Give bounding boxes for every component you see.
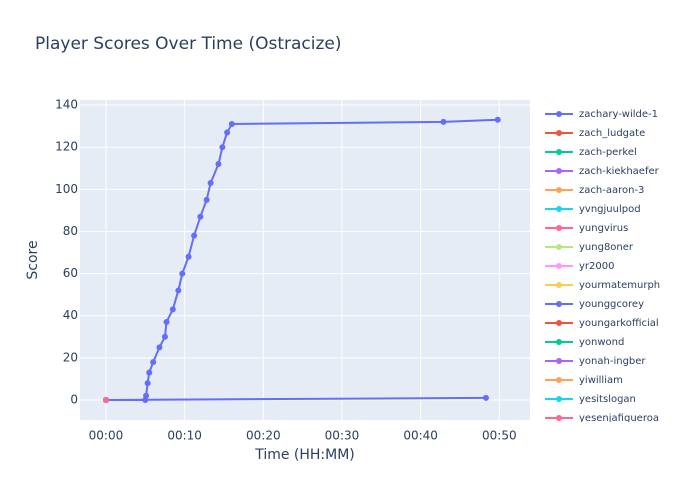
legend-item[interactable]: yonah-ingber [545,356,646,367]
x-axis-title: Time (HH:MM) [254,447,355,463]
data-point [440,118,447,125]
data-point [207,180,214,187]
legend-item[interactable]: zach-kiekhaefer [545,166,660,177]
legend-item[interactable]: zach_ludgate [545,128,645,139]
data-point [163,319,170,326]
legend-marker [556,187,562,193]
legend-label: yesitslogan [579,394,636,405]
legend-item[interactable]: younggcorey [545,299,644,310]
legend[interactable]: zachary-wilde-1 zach_ludgate zach-perkel za… [545,109,660,424]
y-tick-label: 20 [63,350,78,364]
data-point [143,392,150,399]
legend-label: zach_ludgate [579,128,645,139]
legend-item[interactable]: yonwond [545,337,624,348]
grid [80,100,530,420]
data-point [175,287,182,294]
legend-marker [556,206,562,212]
y-tick-label: 120 [55,140,78,154]
data-point [185,253,192,260]
x-tick-label: 00:10 [167,429,202,443]
legend-marker [556,320,562,326]
legend-item[interactable]: youngarkofficial [545,318,659,329]
data-point [191,232,198,239]
legend-label: yungvirus [579,223,628,234]
data-point [494,116,501,123]
data-point [228,121,235,128]
legend-marker [556,244,562,250]
legend-item[interactable]: yesenjafigueroa [545,413,659,424]
legend-item[interactable]: yungvirus [545,223,628,234]
legend-item[interactable]: yvngjuulpod [545,204,641,215]
series-line [105,396,486,401]
legend-item[interactable]: yourmatemurph [545,280,660,291]
chart-title: Player Scores Over Time (Ostracize) [35,34,342,54]
legend-item[interactable]: zachary-wilde-1 [545,109,658,120]
legend-label: yourmatemurph [579,280,660,291]
legend-item[interactable]: yesitslogan [545,394,636,405]
data-point [179,270,186,277]
legend-marker [556,168,562,174]
x-tick-label: 00:50 [482,429,517,443]
plot-area [80,100,530,420]
data-point [146,369,153,376]
legend-label: yung8oner [579,242,634,253]
legend-label: yiwilliam [579,375,623,386]
y-axis-title: Score [25,240,41,279]
legend-item[interactable]: yung8oner [545,242,634,253]
x-tick-label: 00:00 [89,429,124,443]
legend-item[interactable]: zach-aaron-3 [545,185,644,196]
data-point [224,129,231,136]
legend-marker [556,377,562,383]
data-point [197,213,204,220]
y-tick-label: 40 [63,308,78,322]
data-point [150,359,157,366]
legend-marker [556,111,562,117]
y-tick-label: 100 [55,182,78,196]
y-tick-label: 0 [70,392,78,406]
y-tick-label: 140 [55,98,78,112]
data-point [482,394,489,401]
legend-label: youngarkofficial [579,318,659,329]
legend-item[interactable]: zach-perkel [545,147,637,158]
x-tick-label: 00:20 [246,429,281,443]
legend-marker [556,301,562,307]
y-tick-label: 60 [63,266,78,280]
x-tick-label: 00:40 [403,429,438,443]
legend-item[interactable]: yiwilliam [545,375,623,386]
legend-marker [556,358,562,364]
legend-label: yonah-ingber [579,356,646,367]
legend-marker [556,149,562,155]
legend-marker [556,339,562,345]
data-point [219,144,226,151]
legend-marker [556,263,562,269]
y-tick-label: 80 [63,224,78,238]
legend-item[interactable]: yr2000 [545,261,614,272]
legend-marker [556,130,562,136]
data-point [102,396,109,403]
legend-marker [556,396,562,402]
plot-marks [102,116,501,403]
legend-label: yonwond [579,337,624,348]
legend-label: yesenjafigueroa [579,413,659,424]
legend-label: zach-perkel [579,147,637,158]
data-point [161,333,168,340]
data-point [203,196,210,203]
data-point [215,161,222,168]
legend-label: younggcorey [579,299,644,310]
legend-label: yvngjuulpod [579,204,641,215]
legend-label: yr2000 [579,261,614,272]
data-point [169,306,176,313]
legend-label: zach-aaron-3 [579,185,644,196]
data-point [144,380,151,387]
legend-marker [556,282,562,288]
legend-marker [556,225,562,231]
legend-label: zach-kiekhaefer [579,166,660,177]
legend-marker [556,415,562,421]
legend-label: zachary-wilde-1 [579,109,658,120]
data-point [156,344,163,351]
x-tick-label: 00:30 [325,429,360,443]
